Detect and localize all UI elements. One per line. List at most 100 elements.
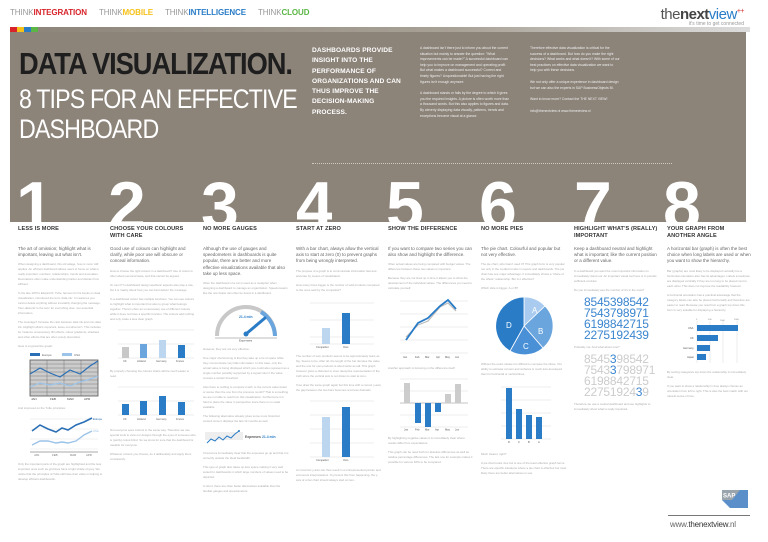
tip-text: A horizontal orientation has a practical…	[667, 292, 750, 312]
tip-text: And improved on the Tufte principles:	[18, 406, 66, 411]
contact-links[interactable]: info@thenextview.nl www.thenextview.nl	[530, 108, 591, 113]
tip-text: Probably not. And what about now?	[574, 344, 620, 349]
bar-chart-zero-axis: Competitor Own	[310, 400, 374, 462]
tip-text: In the late 1970's Edward R. Tufte, famo…	[18, 291, 101, 316]
tip-text: In a dashboard you want the most importa…	[574, 268, 657, 283]
tip-text: Therefore we use a neutral dashboard and…	[574, 401, 651, 411]
number-row: 75433798971	[584, 362, 656, 377]
svg-text:B: B	[538, 327, 543, 336]
url-prefix: www.	[670, 520, 689, 529]
tip-5-column: SHOW THE DIFFERENCE If you want to compa…	[388, 226, 474, 469]
tip-text: In a dashboard colour has multiple funct…	[110, 296, 195, 321]
nav-item-mobile[interactable]: THINKMOBILE	[99, 8, 153, 17]
url-brand: thenextview	[688, 520, 728, 529]
tip-6-column: NO MORE PIES The pie chart. Colourful an…	[481, 226, 567, 480]
tip-text: The pie chart, who hasn't used it? This …	[481, 262, 565, 282]
tip-number-2: 2	[108, 172, 144, 222]
bar-chart-pie-alternative: D C B A	[501, 387, 551, 444]
tip-text: Bar (graphs) are most likely to be displ…	[667, 268, 750, 288]
horizontal-bar-chart: 0 500 1000 2000 USA UK Germany Japan	[683, 319, 740, 363]
tip-heading: YOUR GRAPH FROM ANOTHER ANGLE	[667, 226, 725, 239]
tip-text: However, they are not very effective.	[203, 347, 250, 352]
intro-heading: DASHBOARDS PROVIDE INSIGHT INTO THE PERF…	[312, 47, 401, 116]
svg-text:MAR: MAR	[67, 397, 75, 401]
svg-text:Own: Own	[343, 345, 349, 349]
number-row: 2275192439	[584, 384, 649, 399]
intro-paragraph: Want to know more? Contact the THE NEXT …	[530, 97, 608, 102]
nav-item-cloud[interactable]: THINKCLOUD	[257, 8, 310, 17]
svg-text:500: 500	[708, 319, 712, 321]
svg-text:UK: UK	[123, 417, 127, 421]
page-subtitle: 8 TIPS FOR AN EFFECTIVE DASHBOARD	[19, 84, 298, 144]
tip-heading: HIGHLIGHT WHAT'S (REALLY) IMPORTANT	[574, 226, 658, 239]
tip-text: How to choose the right colours in a das…	[110, 268, 193, 278]
svg-text:May: May	[445, 355, 451, 359]
tip-text: If you want to show a relationship in ti…	[667, 383, 749, 398]
tip-text: If we draw the same graph again but this…	[296, 382, 382, 392]
svg-text:Holland: Holland	[137, 359, 146, 363]
tip-text: Often the dashboard of a car is used as …	[203, 281, 288, 296]
tip-text: Because they are not lined up in time it…	[388, 276, 472, 291]
bar-chart-truncated-axis: Competitor Own	[310, 302, 374, 349]
intro-paragraph: A dashboard isn't there just to inform y…	[420, 46, 508, 84]
tip-text: Which slice is bigger, A or B?	[481, 286, 519, 291]
nav-prefix: THINK	[257, 8, 282, 17]
svg-text:APR: APR	[86, 453, 92, 457]
svg-text:Feb: Feb	[415, 428, 420, 432]
nav-prefix: THINK	[98, 8, 123, 17]
tip-heading: CHOOSE YOUR COLOURS WITH CARE	[110, 226, 184, 239]
tip-heading: NO MORE PIES	[481, 226, 524, 232]
tip-2-column: CHOOSE YOUR COLOURS WITH CARE Good use o…	[110, 226, 196, 466]
tip-text: The following alternative already gives …	[203, 414, 280, 424]
svg-text:A: A	[538, 440, 540, 444]
tip-text: An incorrect y-axis can thus result in a…	[296, 467, 381, 482]
nav-item-integration[interactable]: THINKINTEGRATION	[10, 8, 87, 17]
tip-text: By highlighting negative values it is im…	[388, 436, 465, 446]
svg-text:Mar: Mar	[425, 355, 430, 359]
url-suffix: .nl	[727, 520, 736, 529]
tip-text: Here is a typical line graph:	[18, 344, 53, 349]
svg-text:Holland: Holland	[137, 417, 146, 421]
svg-text:Europe: Europe	[93, 417, 102, 421]
line-chart-cluttered: Europe USA JAN FEB MAR APR	[29, 353, 99, 401]
tip-text: This graph can be used both for absolute…	[388, 450, 473, 465]
color-strip	[10, 27, 38, 32]
svg-text:Germany: Germany	[156, 417, 167, 421]
logo-next: next	[679, 6, 709, 23]
nav-label: INTELLIGENCE	[188, 8, 246, 17]
tip-8-column: YOUR GRAPH FROM ANOTHER ANGLE A horizont…	[667, 226, 751, 403]
svg-text:Germany: Germany	[683, 346, 694, 350]
page-title: DATA VISUALIZATION.	[19, 46, 293, 81]
nav-item-intelligence[interactable]: THINKINTELLIGENCE	[165, 8, 246, 17]
tip-text: Only the important parts of the graph ar…	[18, 462, 103, 482]
dotted-divider	[312, 163, 672, 164]
line-chart-clean: Europe USA JAN FEB MAR APR	[30, 417, 102, 457]
tip-text: Another approach is focusing on the diff…	[388, 366, 456, 371]
website-link[interactable]: www.thenextview.nl	[670, 520, 736, 529]
tip-lead: Good use of colours can highlight and cl…	[110, 246, 186, 264]
bar-chart-mixed-colours: UK Holland Germany France	[118, 329, 194, 363]
svg-text:Apr: Apr	[436, 355, 440, 359]
tip-number-1: 1	[16, 172, 52, 222]
svg-text:Apr: Apr	[435, 428, 439, 432]
svg-text:D: D	[506, 321, 512, 330]
svg-text:APR: APR	[84, 397, 91, 401]
svg-text:France: France	[176, 359, 185, 363]
thenextview-logo[interactable]: thenextview++ it's time to get connected	[661, 6, 745, 27]
think-nav: THINKINTEGRATION THINKMOBILE THINKINTELLIG…	[10, 8, 310, 17]
tip-text: Do you immediately see the number of 3's…	[574, 287, 645, 292]
tip-text: By sorting categories top down the relat…	[667, 369, 747, 379]
svg-text:Mar: Mar	[425, 428, 430, 432]
tip-number-6: 6	[479, 172, 515, 222]
tip-text: Often actual values are being compared w…	[388, 262, 471, 272]
svg-text:1000: 1000	[720, 320, 726, 322]
tip-text: Whatever colours you choose, do it delib…	[110, 451, 192, 461]
tip-lead: The pie chart. Colourful and popular but…	[481, 246, 561, 258]
svg-text:B: B	[528, 440, 530, 444]
footer-divider	[668, 515, 750, 516]
number-row: 8545398542	[584, 351, 649, 366]
svg-text:FEB: FEB	[52, 453, 58, 457]
svg-text:21.4 mln: 21.4 mln	[262, 435, 276, 439]
tip-text: Much clearer, right?	[481, 452, 507, 457]
nav-prefix: THINK	[10, 8, 34, 17]
